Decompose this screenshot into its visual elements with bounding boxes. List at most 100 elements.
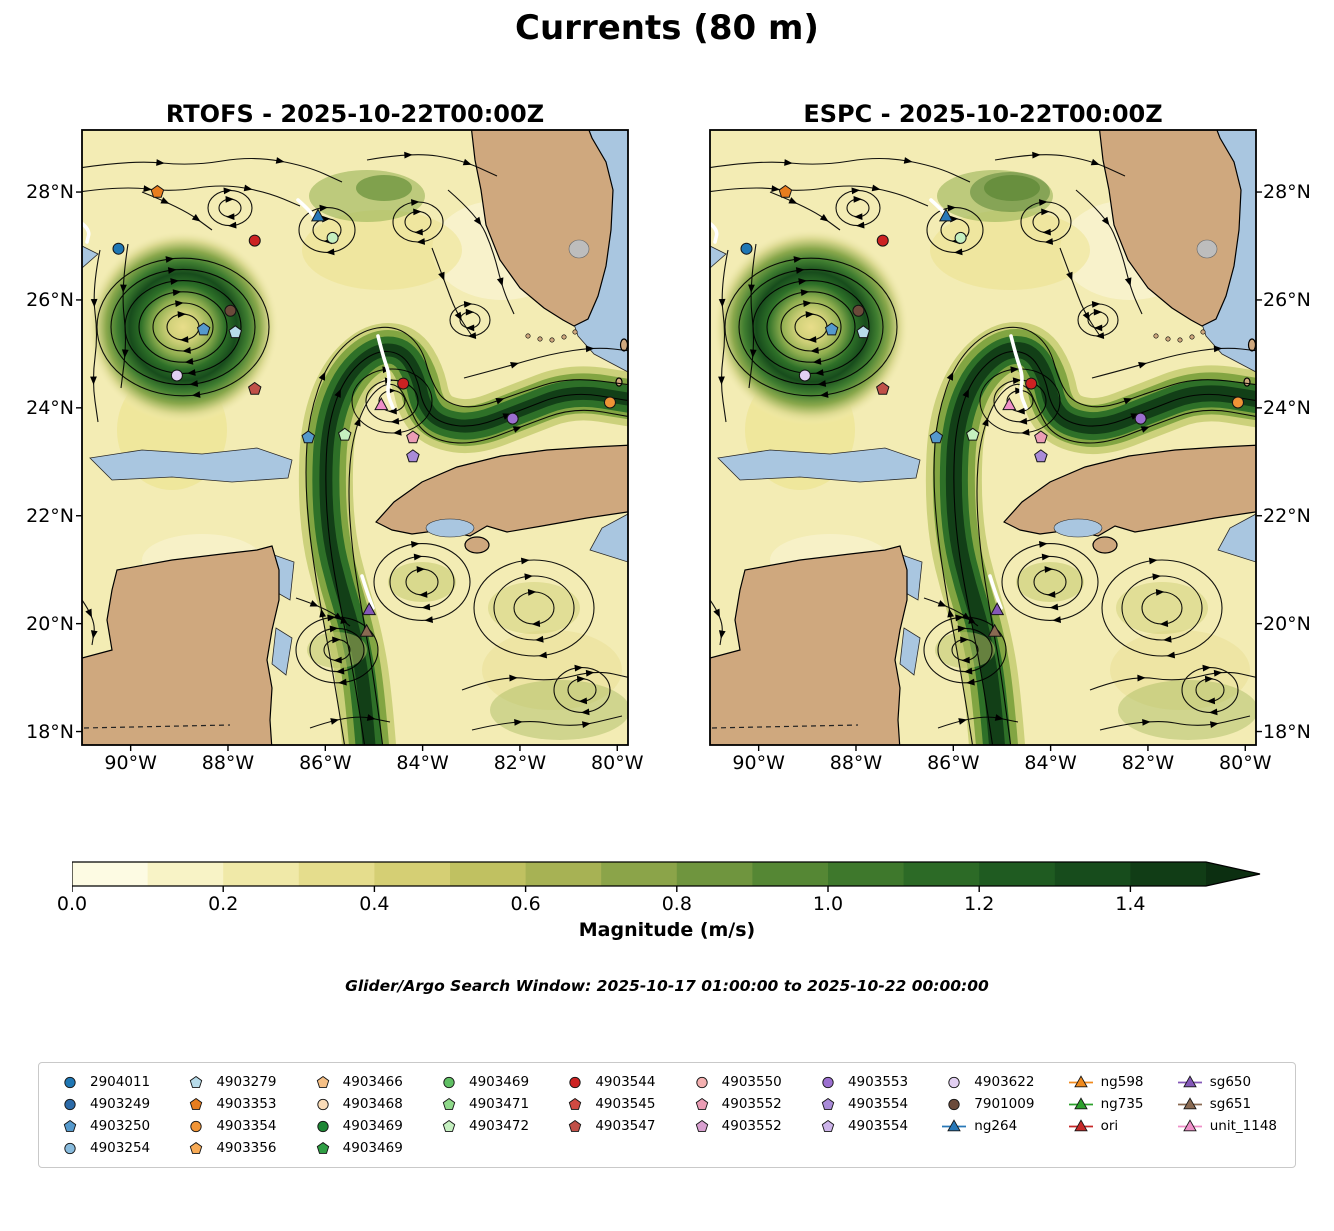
panel-title-espc: ESPC - 2025-10-22T00:00Z <box>803 100 1163 128</box>
legend-entry-label: 4903353 <box>216 1096 277 1112</box>
legend-entry: 4903554 <box>815 1093 908 1115</box>
glider-tracks <box>82 198 395 610</box>
legend-column: sg650 sg651 unit_1148 <box>1177 1071 1277 1159</box>
circle-marker-icon <box>317 1098 329 1111</box>
streamline-arrow-icon <box>966 678 975 686</box>
legend-entry: 4903354 <box>183 1115 276 1137</box>
legend-marker <box>948 1098 960 1111</box>
land-mass <box>1200 329 1206 335</box>
colorbar-segment <box>1054 862 1131 886</box>
legend-entry-label: 4903254 <box>90 1140 151 1156</box>
triangle-marker-icon <box>987 623 1002 637</box>
streamline-arrow-icon <box>167 267 177 274</box>
legend-entry: 4903468 <box>310 1093 403 1115</box>
streamline-arrow-icon <box>947 608 955 618</box>
pentagon-marker-icon <box>442 1097 456 1110</box>
streamline-arrow-icon <box>1038 541 1048 548</box>
streamline-arrow-icon <box>333 656 342 664</box>
streamline-arrow-icon <box>1213 669 1223 677</box>
circle-marker-icon <box>190 1120 202 1133</box>
streamline-arrow-icon <box>388 407 397 415</box>
land-mass <box>1189 334 1195 340</box>
legend-entry-label: 4903469 <box>342 1118 403 1134</box>
streamline-arrow-icon <box>85 608 92 618</box>
legend-column: 4903466 4903468 4903469 4903469 <box>310 1071 403 1159</box>
circle-marker-icon <box>1231 396 1244 409</box>
streamline-arrow-icon <box>462 158 472 166</box>
streamline-arrow-icon <box>1123 397 1133 405</box>
legend-entry: ori <box>1068 1115 1144 1137</box>
streamline-arrow-icon <box>982 417 989 427</box>
streamline-arrow-icon <box>143 185 152 192</box>
triangle-marker-icon <box>1073 1097 1088 1110</box>
triangle-marker-icon <box>374 397 389 411</box>
pentagon-marker-icon <box>190 1075 203 1088</box>
legend-entry-label: 4903554 <box>847 1096 909 1112</box>
streamline-arrow-icon <box>793 256 803 263</box>
streamline-arrow-icon <box>225 195 234 203</box>
colorbar-segment <box>450 862 527 886</box>
triangle-marker-icon <box>1182 1075 1197 1088</box>
triangle-marker-icon <box>362 602 377 616</box>
streamline-arrow-icon <box>1066 271 1073 281</box>
legend-marker <box>1177 1119 1202 1132</box>
streamline-arrow-icon <box>1018 417 1028 425</box>
streamline-arrow-icon <box>175 300 184 307</box>
land-mass <box>561 334 567 340</box>
colorbar-tick-label: 0.0 <box>56 893 88 915</box>
streamline-arrow-icon <box>90 630 98 639</box>
legend-entry-label: 4903547 <box>595 1118 656 1134</box>
streamline-arrow-icon <box>1041 553 1051 561</box>
platform-markers <box>112 184 616 637</box>
pentagon-marker-icon <box>569 1097 582 1110</box>
streamline-arrow-icon <box>416 566 426 573</box>
legend-entry-label: 7901009 <box>974 1096 1035 1112</box>
lake <box>1196 239 1218 259</box>
streamline-arrow-icon <box>800 289 810 296</box>
map-panel-rtofs <box>76 129 629 751</box>
streamline-arrow-icon <box>179 336 189 343</box>
lat-tick-label: 28°N <box>1263 181 1311 204</box>
ocean-nodata-region <box>82 245 99 269</box>
legend-entry: sg650 <box>1177 1071 1277 1093</box>
circle-marker-icon <box>1025 377 1038 390</box>
triangle-marker-icon <box>938 208 954 222</box>
legend-marker <box>443 1076 455 1089</box>
triangle-marker-icon <box>1182 1097 1197 1110</box>
triangle-marker-icon <box>1073 1075 1088 1088</box>
loop-current-eddy <box>87 231 279 423</box>
streamline-arrow-icon <box>410 199 420 206</box>
streamline-arrow-icon <box>1213 345 1223 353</box>
legend-entry: ng598 <box>1068 1071 1144 1093</box>
legend-entry-label: 4903250 <box>90 1118 151 1134</box>
circle-marker-icon <box>317 1120 329 1133</box>
circle-marker-icon <box>876 234 889 247</box>
lat-tick-label: 26°N <box>1263 288 1311 311</box>
ocean-nodata-region <box>899 627 921 676</box>
lon-tick-label: 90°W <box>732 752 785 774</box>
ocean-nodata-region <box>1217 513 1256 563</box>
legend-entry: 4903554 <box>815 1115 908 1137</box>
streamline-arrow-icon <box>182 347 191 354</box>
streamline-arrow-icon <box>330 718 340 725</box>
streamline-arrow-icon <box>514 718 523 726</box>
legend-entry-label: 4903554 <box>847 1118 909 1134</box>
circle-marker-icon <box>326 231 339 244</box>
legend-marker <box>190 1097 203 1110</box>
lon-tick-label: 82°W <box>1121 752 1175 774</box>
land-mass <box>537 336 543 342</box>
legend-entry-label: 4903552 <box>721 1096 782 1112</box>
lat-tick-label: 18°N <box>1263 720 1311 743</box>
streamline-arrow-icon <box>1093 324 1103 332</box>
circle-marker-icon <box>506 412 519 425</box>
triangle-marker-icon <box>1182 1119 1197 1132</box>
legend-entry: unit_1148 <box>1177 1115 1277 1137</box>
streamline-arrow-icon <box>160 197 170 204</box>
legend-marker <box>1177 1097 1202 1110</box>
map-panel-espc <box>709 129 1262 751</box>
streamline-arrow-icon <box>803 300 812 307</box>
streamline-arrow-icon <box>531 620 541 627</box>
legend-entry: 4903469 <box>436 1071 529 1093</box>
legend-entry: 4903472 <box>436 1115 529 1137</box>
